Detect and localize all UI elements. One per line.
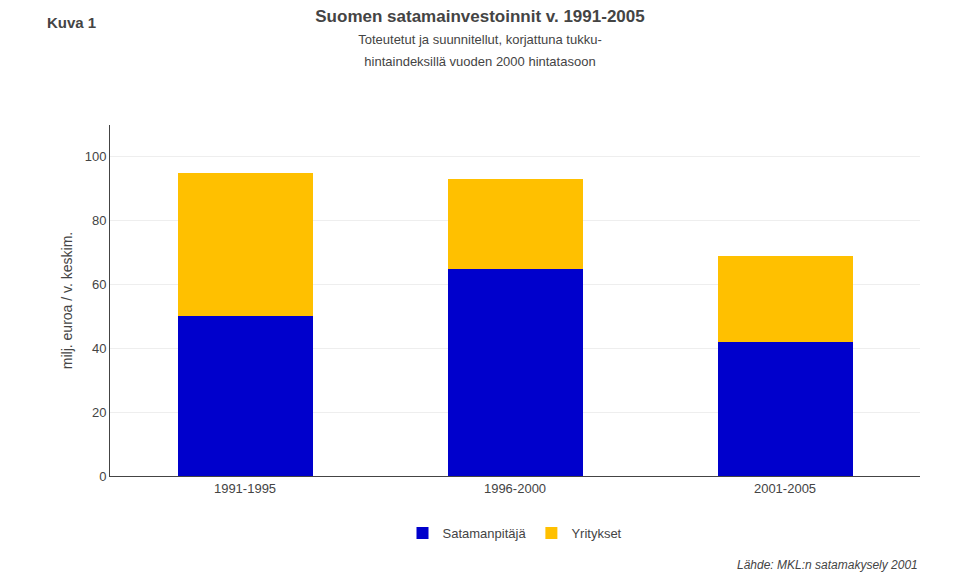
svg-text:Yritykset: Yritykset bbox=[571, 526, 621, 541]
svg-text:Kuva 1: Kuva 1 bbox=[47, 14, 96, 31]
svg-text:100: 100 bbox=[85, 149, 107, 164]
svg-text:Satamanpitäjä: Satamanpitäjä bbox=[443, 526, 527, 541]
svg-text:40: 40 bbox=[92, 341, 106, 356]
svg-text:80: 80 bbox=[92, 213, 106, 228]
svg-text:1996-2000: 1996-2000 bbox=[484, 481, 546, 496]
svg-text:2001-2005: 2001-2005 bbox=[754, 481, 816, 496]
svg-text:Suomen satamainvestoinnit v. 1: Suomen satamainvestoinnit v. 1991-2005To… bbox=[315, 7, 644, 69]
svg-text:milj. euroa / v. keskim.: milj. euroa / v. keskim. bbox=[59, 232, 75, 369]
svg-text:1991-1995: 1991-1995 bbox=[214, 481, 276, 496]
svg-text:60: 60 bbox=[92, 277, 106, 292]
svg-text:Lähde: MKL:n satamakysely 2001: Lähde: MKL:n satamakysely 2001 bbox=[737, 558, 918, 572]
svg-text:0: 0 bbox=[99, 469, 106, 484]
svg-text:20: 20 bbox=[92, 405, 106, 420]
